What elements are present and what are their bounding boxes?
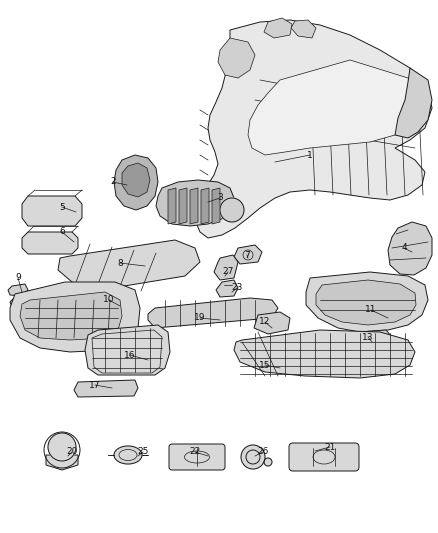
Text: 1: 1 [307,150,313,159]
Polygon shape [114,155,158,210]
Text: 16: 16 [124,351,136,359]
Polygon shape [201,188,209,224]
Polygon shape [148,298,278,328]
Text: 4: 4 [401,244,407,253]
Polygon shape [388,222,432,275]
Text: 8: 8 [117,259,123,268]
Polygon shape [22,196,82,226]
Text: 7: 7 [244,251,250,260]
Polygon shape [291,20,316,38]
Text: 17: 17 [89,381,101,390]
Circle shape [220,198,244,222]
Text: 10: 10 [103,295,115,304]
Ellipse shape [114,446,142,464]
Text: 9: 9 [15,273,21,282]
Polygon shape [316,280,416,325]
Polygon shape [122,163,150,197]
Text: 5: 5 [59,203,65,212]
Text: 15: 15 [259,360,271,369]
Text: 22: 22 [189,448,201,456]
Text: 13: 13 [362,333,374,342]
Polygon shape [179,188,187,224]
Polygon shape [195,20,432,238]
Text: 19: 19 [194,313,206,322]
Text: 3: 3 [217,193,223,203]
Circle shape [241,445,265,469]
Text: 26: 26 [257,448,268,456]
Polygon shape [352,330,392,348]
Text: 20: 20 [66,448,78,456]
Polygon shape [254,312,290,334]
Polygon shape [216,280,238,297]
Circle shape [48,433,76,461]
Text: 12: 12 [259,318,271,327]
Polygon shape [20,292,122,340]
Text: 25: 25 [137,448,148,456]
Polygon shape [234,245,262,264]
Polygon shape [10,282,140,352]
Text: 11: 11 [365,305,377,314]
Polygon shape [58,240,200,290]
Text: 27: 27 [223,268,234,277]
Text: 21: 21 [324,442,336,451]
FancyBboxPatch shape [169,444,225,470]
Polygon shape [248,60,418,155]
Polygon shape [306,272,428,332]
Text: 6: 6 [59,228,65,237]
Polygon shape [85,325,170,375]
Text: 2: 2 [110,177,116,187]
Polygon shape [264,18,292,38]
Polygon shape [168,188,176,224]
Polygon shape [234,330,415,378]
Polygon shape [395,68,432,138]
Polygon shape [22,232,78,254]
Text: 23: 23 [231,284,243,293]
Polygon shape [156,180,234,226]
FancyBboxPatch shape [289,443,359,471]
Polygon shape [214,255,238,280]
Polygon shape [190,188,198,224]
Circle shape [264,458,272,466]
Polygon shape [46,455,78,470]
Polygon shape [10,297,26,308]
Polygon shape [74,380,138,397]
Polygon shape [218,38,255,78]
Polygon shape [8,284,28,296]
Polygon shape [212,188,220,224]
